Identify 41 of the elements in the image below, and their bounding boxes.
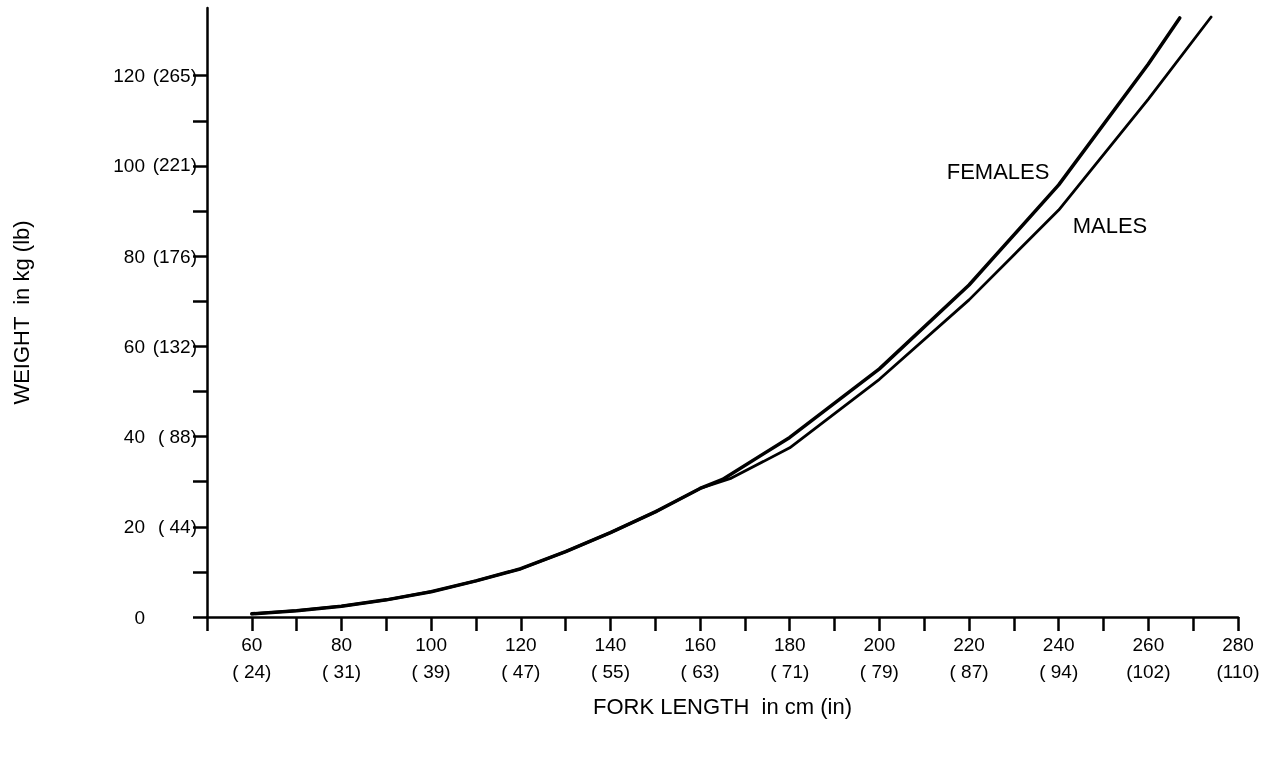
x2-tick-label: ( 31) (321, 661, 362, 682)
x-tick-label: 240 (1042, 634, 1075, 655)
x2-tick-label: ( 39) (411, 661, 451, 682)
y2-tick-label: (265) (152, 65, 197, 87)
y-tick-label: 120 (113, 65, 145, 87)
y-tick-label: 60 (123, 335, 145, 357)
x-tick-label: 80 (330, 634, 353, 655)
y2-tick-label: ( 88) (157, 426, 197, 448)
x-tick-label: 220 (953, 634, 985, 655)
x-tick-label: 200 (863, 634, 896, 655)
x-tick-label: 60 (241, 634, 263, 655)
y-tick-label: 40 (123, 426, 145, 448)
y-tick-label: 100 (113, 155, 145, 177)
x2-tick-label: ( 55) (590, 661, 630, 682)
series-label: FEMALES (946, 159, 1050, 185)
x-tick-label: 100 (415, 634, 447, 655)
x-axis-title: FORK LENGTH in cm (in) (592, 693, 853, 719)
x-tick-label: 260 (1132, 634, 1165, 655)
x2-tick-label: ( 24) (232, 661, 272, 682)
x2-tick-label: ( 47) (501, 661, 541, 682)
x2-tick-label: (102) (1126, 661, 1171, 682)
x2-tick-label: (110) (1216, 661, 1260, 682)
x-tick-label: 180 (773, 634, 806, 655)
x2-tick-label: ( 79) (859, 661, 899, 682)
x2-tick-label: ( 63) (680, 661, 720, 682)
y2-tick-label: (176) (152, 245, 197, 267)
y-tick-label: 0 (134, 606, 145, 628)
x-tick-label: 120 (504, 634, 537, 655)
x-tick-label: 160 (684, 634, 716, 655)
x2-tick-label: ( 71) (770, 661, 810, 682)
x2-tick-label: ( 94) (1039, 661, 1079, 682)
y-tick-label: 80 (123, 245, 145, 267)
y-axis-title: WEIGHT in kg (lb) (8, 220, 34, 405)
y-tick-label: 20 (123, 516, 145, 538)
x2-tick-label: ( 87) (949, 661, 989, 682)
y2-tick-label: (221) (152, 154, 197, 176)
series-label: MALES (1072, 212, 1148, 238)
x-tick-label: 280 (1222, 634, 1254, 655)
y2-tick-label: ( 44) (157, 516, 197, 538)
x-tick-label: 140 (594, 634, 627, 655)
y2-tick-label: (132) (152, 335, 197, 357)
